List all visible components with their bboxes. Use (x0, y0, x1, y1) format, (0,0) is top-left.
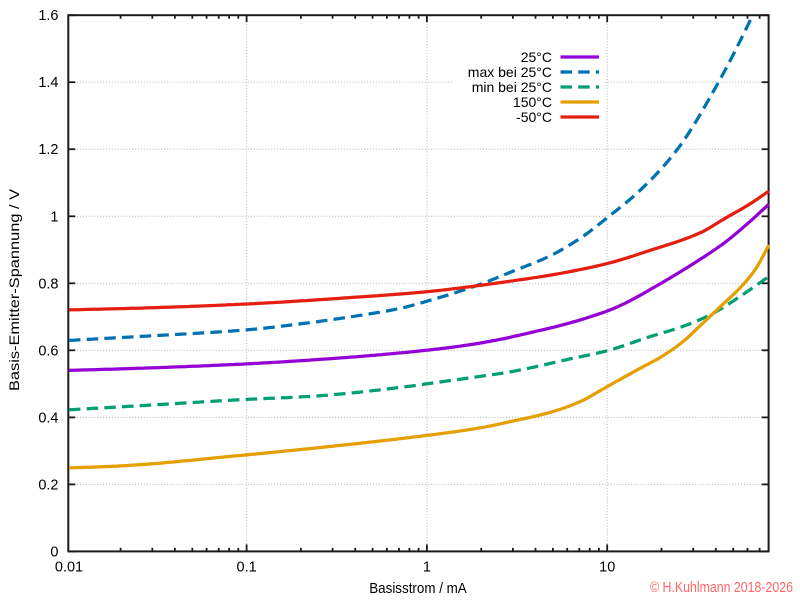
svg-text:1.6: 1.6 (38, 8, 58, 24)
svg-text:0.6: 0.6 (38, 343, 58, 359)
svg-text:1.2: 1.2 (38, 142, 58, 158)
svg-text:10: 10 (599, 560, 615, 576)
svg-text:min bei 25°C: min bei 25°C (472, 79, 552, 95)
svg-text:-50°C: -50°C (516, 109, 552, 125)
svg-text:1.4: 1.4 (38, 75, 58, 91)
svg-text:Basis-Emitter-Spannung / V: Basis-Emitter-Spannung / V (6, 188, 22, 391)
svg-text:150°C: 150°C (513, 94, 552, 110)
svg-text:0.8: 0.8 (38, 276, 58, 292)
svg-text:1: 1 (423, 560, 431, 576)
svg-text:0.1: 0.1 (237, 560, 257, 576)
svg-text:0.01: 0.01 (55, 560, 83, 576)
svg-text:© H.Kuhlmann 2018-2026: © H.Kuhlmann 2018-2026 (650, 580, 793, 596)
svg-text:0.4: 0.4 (38, 410, 58, 426)
svg-text:0: 0 (50, 544, 58, 560)
svg-text:Basisstrom / mA: Basisstrom / mA (369, 580, 467, 597)
svg-text:0.2: 0.2 (38, 477, 58, 493)
svg-text:25°C: 25°C (521, 49, 552, 65)
svg-text:max bei 25°C: max bei 25°C (468, 64, 552, 80)
svg-text:1: 1 (50, 209, 58, 225)
